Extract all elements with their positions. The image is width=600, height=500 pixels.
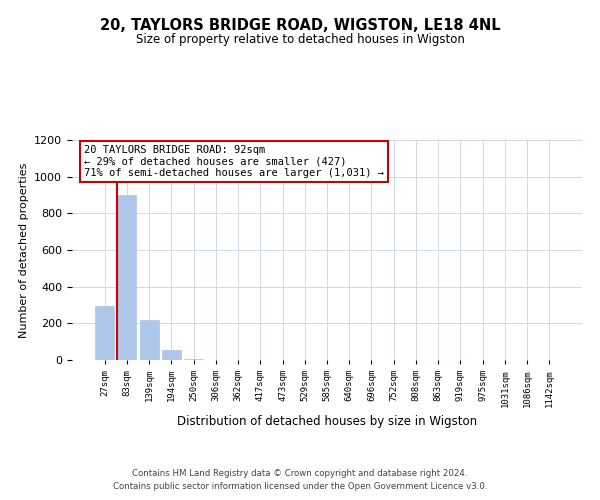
Bar [140, 320, 158, 360]
Bar [118, 195, 136, 360]
Text: Contains HM Land Registry data © Crown copyright and database right 2024.: Contains HM Land Registry data © Crown c… [132, 468, 468, 477]
Text: Contains public sector information licensed under the Open Government Licence v3: Contains public sector information licen… [113, 482, 487, 491]
Text: 20, TAYLORS BRIDGE ROAD, WIGSTON, LE18 4NL: 20, TAYLORS BRIDGE ROAD, WIGSTON, LE18 4… [100, 18, 500, 32]
Bar [184, 359, 203, 360]
X-axis label: Distribution of detached houses by size in Wigston: Distribution of detached houses by size … [177, 415, 477, 428]
Y-axis label: Number of detached properties: Number of detached properties [19, 162, 29, 338]
Text: 20 TAYLORS BRIDGE ROAD: 92sqm
← 29% of detached houses are smaller (427)
71% of : 20 TAYLORS BRIDGE ROAD: 92sqm ← 29% of d… [84, 145, 384, 178]
Text: Size of property relative to detached houses in Wigston: Size of property relative to detached ho… [136, 32, 464, 46]
Bar [162, 350, 181, 360]
Bar [95, 306, 114, 360]
